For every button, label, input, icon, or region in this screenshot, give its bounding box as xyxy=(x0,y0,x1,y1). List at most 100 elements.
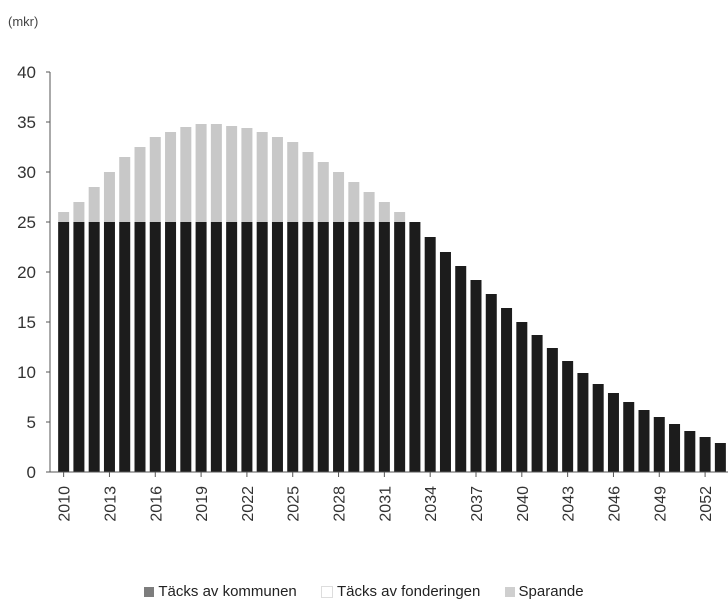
bar-2047-series-0 xyxy=(623,402,635,472)
bar-2018-series-0 xyxy=(180,222,192,472)
bar-2053-series-0 xyxy=(714,443,726,472)
legend-item-fonderingen: Täcks av fonderingen xyxy=(320,582,481,600)
bar-layer xyxy=(58,124,726,472)
bar-2037-series-0 xyxy=(470,280,482,472)
x-tick-label-2010: 2010 xyxy=(57,486,74,522)
legend-label-sparande: Sparande xyxy=(518,582,584,600)
bar-2030-series-0 xyxy=(363,222,375,472)
bar-2011-series-0 xyxy=(73,222,85,472)
y-tick-label-15: 15 xyxy=(17,313,36,332)
bar-2035-series-0 xyxy=(439,252,451,472)
x-tick-label-2013: 2013 xyxy=(102,486,119,522)
legend-swatch-sparande xyxy=(504,586,515,597)
bar-2023-series-0 xyxy=(256,222,268,472)
bar-2034-series-0 xyxy=(424,237,436,472)
bar-2025-series-1 xyxy=(287,142,299,222)
bar-2015-series-0 xyxy=(134,222,146,472)
legend-label-fonderingen: Täcks av fonderingen xyxy=(336,582,481,600)
y-unit-label: (mkr) xyxy=(8,14,39,29)
bar-2027-series-1 xyxy=(317,162,329,222)
bar-2039-series-0 xyxy=(501,308,513,472)
x-tick-label-2040: 2040 xyxy=(515,486,532,522)
bar-2028-series-1 xyxy=(333,172,345,222)
bar-2017-series-1 xyxy=(165,132,177,222)
legend-item-kommunen: Täcks av kommunen xyxy=(144,583,297,600)
bar-2019-series-1 xyxy=(195,124,207,222)
bar-2048-series-0 xyxy=(638,410,650,472)
bar-2031-series-0 xyxy=(378,222,390,472)
x-tick-label-2016: 2016 xyxy=(148,486,165,522)
bar-2033-series-0 xyxy=(409,222,421,472)
bar-2014-series-1 xyxy=(119,157,131,222)
bar-2017-series-0 xyxy=(165,222,177,472)
x-tick-label-2025: 2025 xyxy=(286,486,303,522)
x-tick-label-2028: 2028 xyxy=(332,486,349,522)
bar-2012-series-1 xyxy=(88,187,100,222)
bar-2052-series-0 xyxy=(699,437,711,472)
bar-2024-series-1 xyxy=(271,137,283,222)
bar-2028-series-0 xyxy=(333,222,345,472)
bar-2013-series-0 xyxy=(103,222,115,472)
bar-2029-series-0 xyxy=(348,222,360,472)
bar-2046-series-0 xyxy=(607,393,619,472)
bar-2029-series-1 xyxy=(348,182,360,222)
bar-2021-series-0 xyxy=(226,222,238,472)
y-tick-label-30: 30 xyxy=(17,163,36,182)
bar-2021-series-1 xyxy=(226,126,238,222)
y-tick-label-10: 10 xyxy=(17,363,36,382)
y-tick-label-0: 0 xyxy=(27,463,36,482)
bar-2012-series-0 xyxy=(88,222,100,472)
bar-2043-series-0 xyxy=(562,361,574,472)
legend: Täcks av kommunen Täcks av fonderingen S… xyxy=(0,582,728,600)
bar-2022-series-1 xyxy=(241,128,253,222)
x-tick-label-2031: 2031 xyxy=(377,486,394,522)
bar-2040-series-0 xyxy=(516,322,528,472)
x-tick-label-2037: 2037 xyxy=(469,486,486,522)
bar-2050-series-0 xyxy=(669,424,681,472)
bar-2032-series-1 xyxy=(394,212,406,222)
bar-2038-series-0 xyxy=(485,294,497,472)
bar-2041-series-0 xyxy=(531,335,543,472)
bar-2016-series-0 xyxy=(149,222,161,472)
bar-2042-series-0 xyxy=(546,348,558,472)
bar-2026-series-0 xyxy=(302,222,314,472)
bar-2019-series-0 xyxy=(195,222,207,472)
bar-2016-series-1 xyxy=(149,137,161,222)
y-tick-label-40: 40 xyxy=(17,63,36,82)
bar-2014-series-0 xyxy=(119,222,131,472)
bar-2023-series-1 xyxy=(256,132,268,222)
bar-2018-series-1 xyxy=(180,127,192,222)
x-tick-label-2046: 2046 xyxy=(606,486,623,522)
y-tick-label-20: 20 xyxy=(17,263,36,282)
x-tick-label-2022: 2022 xyxy=(240,486,257,522)
y-tick-label-25: 25 xyxy=(17,213,36,232)
y-tick-label-35: 35 xyxy=(17,113,36,132)
bar-2044-series-0 xyxy=(577,373,589,472)
bar-2032-series-0 xyxy=(394,222,406,472)
bar-2049-series-0 xyxy=(653,417,665,472)
x-tick-label-2052: 2052 xyxy=(698,486,715,522)
bar-2010-series-1 xyxy=(58,212,70,222)
bar-2015-series-1 xyxy=(134,147,146,222)
bar-2027-series-0 xyxy=(317,222,329,472)
y-tick-label-5: 5 xyxy=(27,413,36,432)
bar-2045-series-0 xyxy=(592,384,604,472)
bar-2020-series-0 xyxy=(210,222,222,472)
bar-2025-series-0 xyxy=(287,222,299,472)
bar-2013-series-1 xyxy=(103,172,115,222)
x-tick-label-2034: 2034 xyxy=(423,486,440,522)
bar-2036-series-0 xyxy=(455,266,467,472)
bar-2010-series-0 xyxy=(58,222,70,472)
bar-2011-series-1 xyxy=(73,202,85,222)
bar-2024-series-0 xyxy=(271,222,283,472)
bar-2026-series-1 xyxy=(302,152,314,222)
legend-swatch-kommunen xyxy=(144,586,155,597)
x-tick-label-2043: 2043 xyxy=(561,486,578,522)
bar-2051-series-0 xyxy=(684,431,696,472)
bar-2022-series-0 xyxy=(241,222,253,472)
legend-item-sparande: Sparande xyxy=(504,582,584,600)
legend-swatch-fonderingen xyxy=(320,585,333,598)
bar-2031-series-1 xyxy=(378,202,390,222)
